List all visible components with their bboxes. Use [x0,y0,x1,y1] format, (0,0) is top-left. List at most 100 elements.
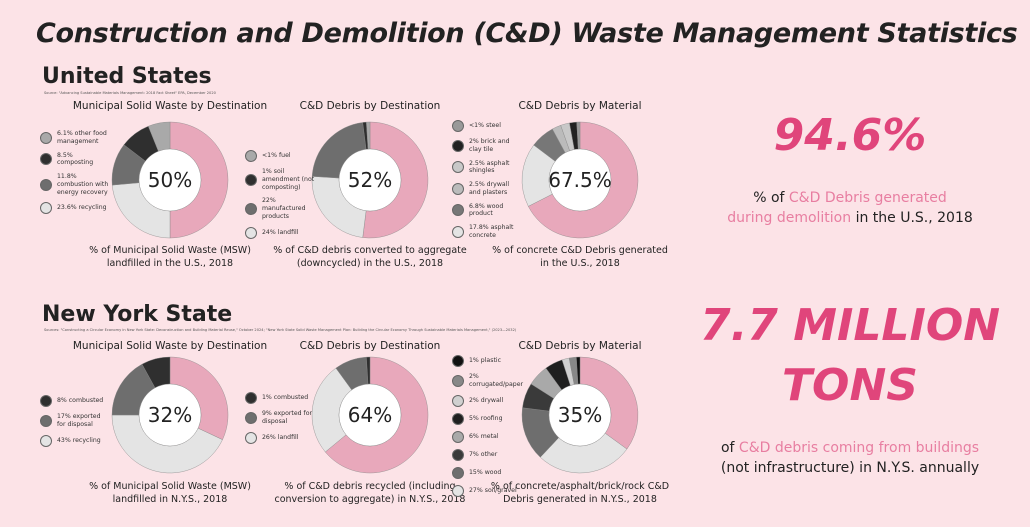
legend-swatch [452,394,464,407]
chart-caption: % of concrete/asphalt/brick/rock C&D Debr… [470,480,690,507]
legend-label: <1% steel [469,122,501,130]
legend-label: 9% exported for disposal [262,410,313,425]
caption-line: % of Municipal Solid Waste (MSW) [89,245,251,256]
legend-swatch [452,448,464,461]
nys-heading: New York State [42,302,233,327]
chart-legend: 1% plastic 2% corrugated/paper 2% drywall 5… [452,355,524,503]
chart-title: C&D Debris by Material [518,100,642,112]
legend-label: 43% recycling [57,436,101,444]
caption-line: % of Municipal Solid Waste (MSW) [89,481,251,492]
nys-source: Sources: "Constructing a Circular Econom… [44,328,517,332]
donut-hole [338,148,402,212]
legend-swatch [40,153,52,166]
caption-line: in the U.S., 2018 [540,258,620,270]
chart-title: C&D Debris by Material [518,340,642,352]
legend-label: 22% manufactured products [262,197,306,220]
legend-swatch [452,182,464,195]
legend-label: 8.5% composting [57,151,94,167]
caption-line: % of C&D debris recycled (including [284,481,456,492]
chart-caption: % of C&D debris converted to aggregate (d… [260,244,480,271]
legend-swatch [245,411,257,424]
chart-title: C&D Debris by Destination [299,340,441,352]
caption-line: % of concrete C&D Debris generated [492,245,668,256]
legend-item: 6% metal [452,430,522,443]
legend-swatch [245,202,257,215]
legend-item: 24% landfill [245,226,317,239]
legend-label: 11.8% combustion with energy recovery [57,173,109,196]
legend-label: 2.5% drywall and plasters [469,181,510,196]
legend-item: 2% corrugated/paper [452,373,524,389]
us-stat-highlight-2: during demolition [727,210,852,227]
legend-item: <1% fuel [245,150,317,162]
donut-hole [138,148,202,212]
donut-chart: 32% [111,356,229,474]
us-heading: United States [42,64,212,89]
us-stat-pre: % of [753,190,789,206]
legend-item: 2.5% drywall and plasters [452,181,518,197]
donut-center-label: 35% [558,403,602,427]
caption-line: landfilled in N.Y.S., 2018 [112,494,228,506]
donut-center-label: 32% [148,403,192,427]
legend-swatch [452,225,464,238]
legend-swatch [452,355,464,367]
caption-line: Debris generated in N.Y.S., 2018 [503,494,657,506]
legend-item: 5% roofing [452,412,522,425]
donut-hole [338,383,402,447]
chart-legend: <1% fuel 1% soil amendment (not compostin… [245,150,317,245]
legend-item: 6.1% other food management [40,130,110,146]
chart-legend: 6.1% other food management 8.5% compostin… [40,130,110,220]
legend-item: 26% landfill [245,431,317,444]
legend-swatch [452,204,464,217]
donut-chart: 50% [111,121,229,239]
legend-label: 7% other [469,450,498,458]
legend-item: 17% exported for disposal [40,413,110,429]
legend-item: 22% manufactured products [245,197,317,220]
chart-caption: % of Municipal Solid Waste (MSW) landfill… [60,244,280,271]
legend-swatch [245,431,257,444]
legend-item: 9% exported for disposal [245,410,317,426]
legend-label: 15% wood [469,468,502,476]
caption-line: conversion to aggregate) in N.Y.S., 2018 [274,494,466,506]
legend-label: 6.1% other food management [57,130,107,145]
legend-swatch [452,161,464,174]
us-stat-highlight-1: C&D Debris generated [788,190,947,206]
legend-label: 17.8% asphalt concrete [469,224,514,239]
donut-hole [138,383,202,447]
legend-item: 1% plastic [452,355,522,367]
legend-item: 6.8% wood product [452,203,518,219]
legend-label: 27% soil/gravel [469,486,517,494]
legend-label: 6% metal [469,432,499,440]
legend-item: 2% drywall [452,394,522,407]
donut-chart: 35% [521,356,639,474]
legend-swatch [245,226,257,239]
legend-swatch [452,412,464,425]
legend-label: 6.8% wood product [469,202,504,218]
legend-swatch [245,173,257,186]
donut-chart: 52% [311,121,429,239]
donut-center-label: 64% [348,403,392,427]
legend-label: 5% roofing [469,414,503,422]
donut-center-label: 52% [348,168,392,192]
legend-label: 1% combusted [262,394,309,402]
legend-item: 17.8% asphalt concrete [452,224,518,240]
legend-label: 2% drywall [469,396,504,404]
legend-item: 8.5% composting [40,152,110,168]
legend-swatch [40,434,52,447]
donut-hole [548,383,612,447]
legend-swatch [40,202,52,215]
caption-line: (downcycled) in the U.S., 2018 [296,258,444,270]
chart-title: Municipal Solid Waste by Destination [72,100,268,112]
nys-stat-line2: (not infrastructure) in N.Y.S. annually [720,460,980,477]
donut-center-label: 50% [148,168,192,192]
legend-item: 7% other [452,448,522,461]
donut-center-label: 67.5% [548,168,612,192]
page-title: Construction and Demolition (C&D) Waste … [36,18,1018,49]
legend-label: 24% landfill [262,228,299,236]
legend-label: 2% corrugated/paper [469,373,524,388]
legend-item: 43% recycling [40,434,110,447]
legend-item: <1% steel [452,120,518,132]
caption-line: landfilled in the U.S., 2018 [106,258,234,270]
legend-swatch [452,430,464,443]
legend-swatch [40,131,52,144]
us-stat-value: 94.6% [773,110,927,161]
